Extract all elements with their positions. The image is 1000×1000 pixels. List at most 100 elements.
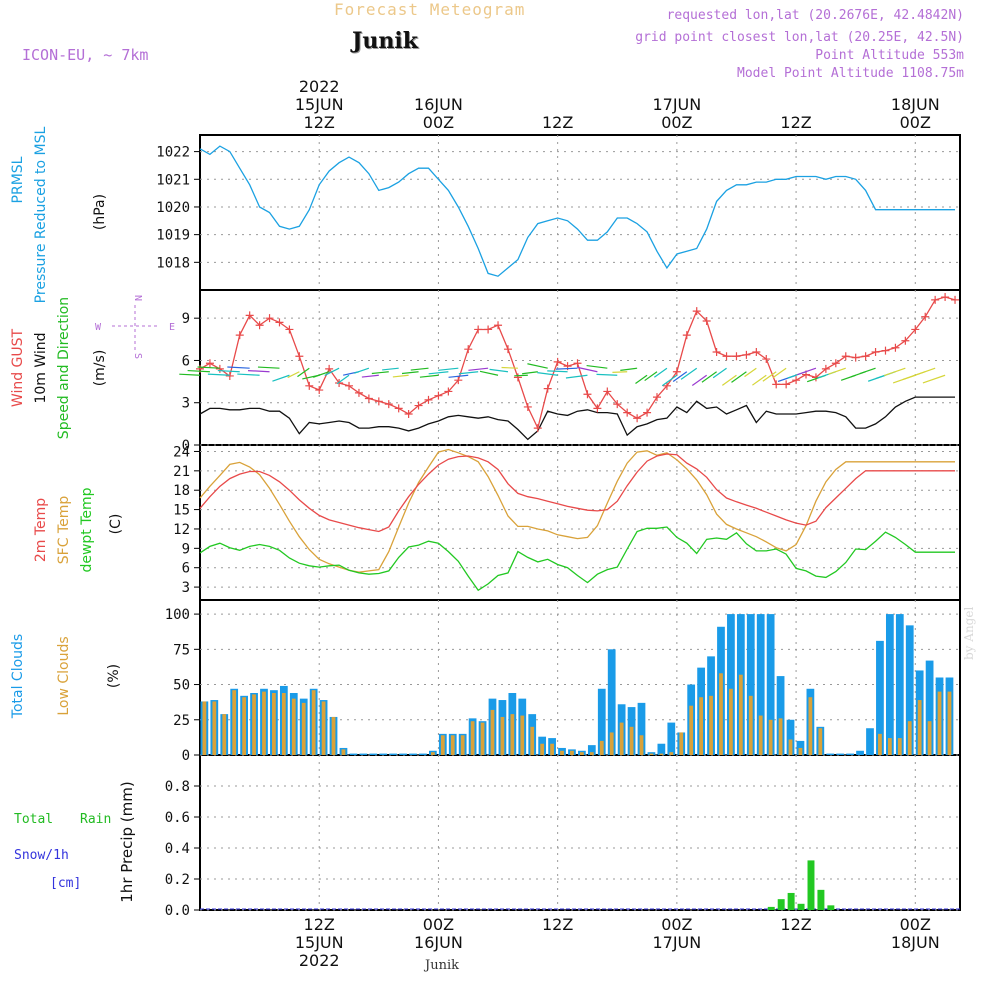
wind-gust-marker [513, 373, 522, 382]
low-cloud-bar [878, 733, 882, 755]
wind-speed-line [199, 396, 955, 441]
y-tick-label: 1020 [156, 200, 190, 216]
total-cloud-bar [409, 753, 417, 755]
top-axis-date: 16JUN [414, 95, 463, 114]
total-cloud-bar [836, 753, 845, 755]
low-cloud-bar [321, 701, 326, 755]
wind-gust-marker [444, 387, 453, 396]
low-cloud-bar [470, 721, 475, 755]
wind-direction-arrow [371, 371, 389, 375]
y-tick-label: 15 [173, 503, 190, 519]
bottom-axis-hour: 00Z [661, 915, 692, 934]
wind-gust-marker [841, 352, 850, 361]
rain-bar [787, 892, 795, 910]
wind-gust-marker [474, 325, 483, 334]
rain-bar [797, 903, 805, 910]
wind-gust-marker [623, 408, 632, 417]
wind-gust-marker [633, 414, 642, 423]
wind-direction-arrow [922, 374, 946, 384]
y-tick-label: 1018 [156, 255, 190, 271]
wind-gust-marker [235, 331, 244, 340]
dewpt-temp-line [199, 526, 955, 592]
wind-direction-arrow [272, 374, 290, 382]
low-cloud-bar [937, 691, 942, 755]
sfc-temp-line [199, 448, 955, 573]
y-tick-label: 18 [173, 483, 190, 499]
y-tick-label: 0.0 [165, 903, 190, 919]
total-cloud-bar [399, 753, 407, 755]
low-cloud-bar [897, 738, 902, 755]
wind-gust-marker [354, 388, 363, 397]
low-cloud-bar [580, 752, 584, 755]
total-cloud-bar [727, 614, 735, 755]
wind-direction-arrow [468, 367, 489, 371]
bottom-axis-date: 18JUN [891, 933, 940, 952]
wind-gust-marker [364, 394, 373, 403]
low-cloud-bar [510, 714, 515, 755]
wind-gust-marker [374, 397, 383, 406]
wind-gust-marker [722, 352, 731, 361]
bottom-axis-date: 15JUN [295, 933, 344, 952]
pressure-label-prmsl: PRMSL [10, 156, 26, 203]
total-cloud-bar [856, 750, 864, 755]
wind-direction-arrow [612, 371, 628, 373]
wind-direction-arrow [828, 367, 846, 375]
bottom-axis-hour: 00Z [423, 915, 454, 934]
wind-direction-arrow [596, 373, 618, 376]
low-cloud-bar [540, 743, 545, 755]
wind-direction-arrow [565, 374, 588, 379]
low-cloud-bar [719, 673, 723, 755]
top-axis-date: 18JUN [891, 95, 940, 114]
y-tick-label: 100 [165, 607, 190, 623]
wind-gust-marker [821, 364, 830, 373]
wind-direction-arrow [458, 371, 479, 375]
wind-direction-arrow [772, 367, 787, 379]
wind-gust-marker [404, 410, 413, 418]
low-cloud-bar [907, 721, 912, 755]
wind-gust-marker [861, 352, 870, 361]
wind-direction-arrow [653, 367, 668, 378]
wind-gust-marker [831, 359, 840, 368]
compass-cross [112, 305, 160, 350]
wind-gust-marker [583, 390, 592, 399]
low-cloud-bar [242, 697, 247, 755]
wind-direction-arrow [401, 371, 419, 375]
wind-direction-arrow [257, 366, 280, 369]
wind-direction-arrow [527, 363, 548, 369]
wind-direction-arrow [419, 374, 439, 378]
wind-gust-marker [285, 325, 294, 334]
wind-direction-arrow [479, 370, 499, 376]
wind-direction-arrow [680, 367, 698, 380]
top-axis-hour: 12Z [780, 113, 811, 132]
temp-ylabel: (C) [108, 514, 124, 535]
low-cloud-bar [490, 709, 495, 755]
wind-gust-marker [732, 352, 741, 361]
panel-frame-4 [199, 754, 961, 911]
wind-gust-marker [523, 402, 532, 411]
y-tick-label: 0.8 [165, 779, 190, 795]
wind-direction-arrow [336, 374, 350, 385]
y-tick-label: 1022 [156, 145, 190, 161]
low-cloud-bar [798, 747, 803, 755]
wind-gust-marker [643, 408, 652, 417]
top-axis-date: 17JUN [652, 95, 701, 114]
wind-direction-arrow [410, 367, 429, 371]
wind-direction-arrow [514, 374, 528, 377]
low-cloud-bar [252, 694, 256, 755]
low-cloud-bar [430, 752, 435, 755]
total-cloud-bar [895, 614, 904, 755]
low-cloud-bar [440, 735, 445, 755]
wind-direction-arrow [489, 368, 509, 373]
rain-bar [777, 899, 785, 910]
wind-gust-marker [782, 380, 791, 389]
wind-gust-marker [265, 314, 274, 323]
wind-direction-arrow [884, 367, 906, 377]
temp-label-2m: 2m Temp [33, 498, 49, 562]
wind-gust-marker [911, 325, 920, 334]
wind-direction-arrow [691, 374, 708, 387]
total-cloud-bar [766, 614, 775, 755]
wind-direction-arrow [701, 371, 717, 383]
low-cloud-bar [291, 698, 296, 755]
wind-direction-arrow [392, 374, 409, 378]
